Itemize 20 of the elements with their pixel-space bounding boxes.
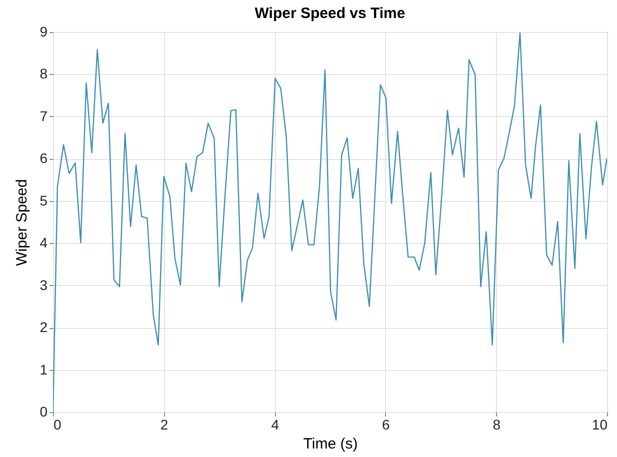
x-tick-label: 8	[492, 416, 501, 432]
x-tick-label: 4	[271, 416, 280, 432]
x-tick-label: 0	[54, 416, 62, 432]
chart-title: Wiper Speed vs Time	[254, 5, 406, 22]
x-axis-title: Time (s)	[303, 436, 358, 452]
y-tick-label: 2	[40, 319, 48, 336]
y-axis-title: Wiper Speed	[14, 179, 31, 266]
y-tick-label: 6	[40, 150, 48, 166]
y-tick-label: 8	[40, 66, 48, 82]
y-tick-label: 4	[40, 234, 48, 251]
x-tick-label: 2	[160, 416, 168, 432]
y-tick-label: 1	[40, 361, 48, 378]
y-tick-label: 3	[40, 276, 48, 293]
line-series	[53, 32, 607, 412]
x-tick-label: 10	[592, 416, 608, 432]
y-tick-label: 0	[40, 404, 48, 420]
y-tick-label: 5	[40, 192, 48, 208]
y-tick-label: 9	[40, 24, 48, 40]
x-tick-label: 6	[382, 416, 390, 432]
y-tick-label: 7	[40, 108, 48, 124]
